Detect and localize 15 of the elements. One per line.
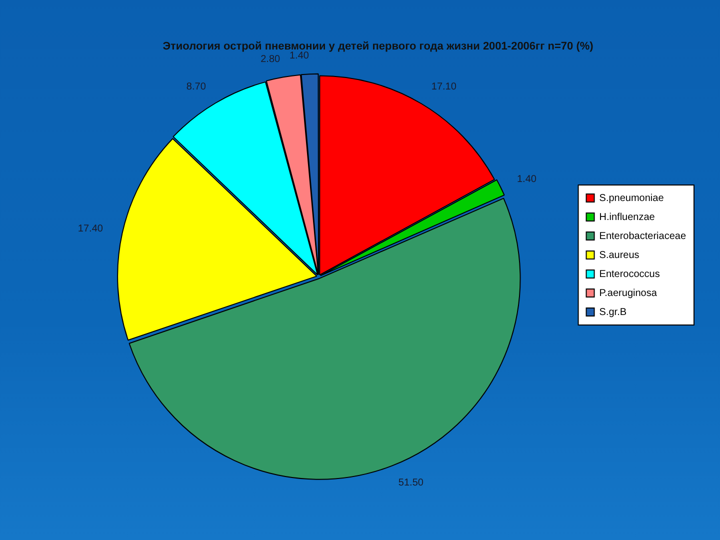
data-label: 2.80 (260, 54, 281, 65)
legend-label: S.pneumoniae (599, 192, 664, 204)
legend-label: Enterobacteriaceae (599, 230, 686, 242)
legend-label: S.gr.B (599, 306, 627, 318)
legend-label: P.aeruginosa (599, 288, 658, 299)
chart-title: Этиология острой пневмонии у детей первого года жизни 2001-2006гг n=70 (%) (162, 40, 594, 53)
data-label: 1.40 (289, 50, 310, 62)
legend-label: S.aureus (599, 250, 640, 261)
data-label: 17.10 (431, 81, 457, 92)
data-label: 1.40 (516, 174, 537, 186)
data-label: 51.50 (398, 477, 424, 488)
legend-label: H.influenzae (599, 212, 656, 223)
data-label: 8.70 (186, 81, 206, 92)
data-label: 17.40 (78, 224, 104, 235)
legend-label: Enterococcus (599, 268, 660, 280)
